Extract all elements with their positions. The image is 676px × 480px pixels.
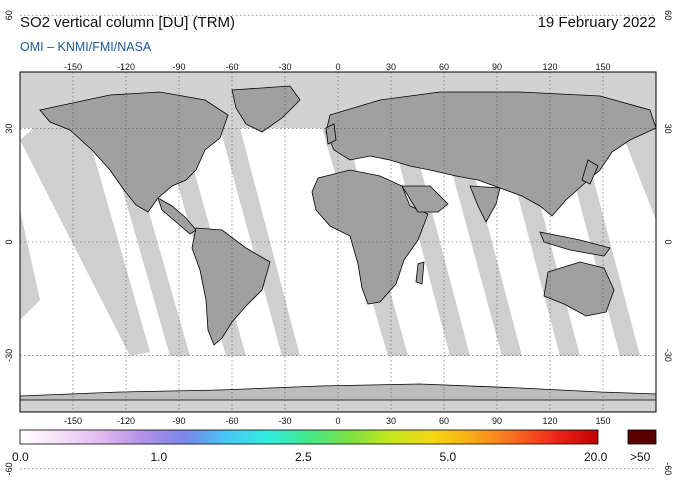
lon-tick-label: 90	[492, 62, 502, 72]
lat-tick-label: 30	[663, 124, 673, 134]
swath-gap	[20, 210, 40, 320]
india	[469, 185, 501, 223]
lat-tick-label: -30	[663, 349, 673, 362]
lat-tick-label: -60	[663, 462, 673, 475]
lon-tick-label: 90	[492, 416, 502, 426]
lat-tick-label: 60	[663, 10, 673, 20]
land	[19, 85, 657, 401]
lon-tick-label: -90	[172, 416, 185, 426]
right-latitude-labels: 60 30 0 -30 -60	[663, 10, 673, 475]
graticule	[20, 14, 656, 470]
colorbar-overflow-label: >50	[630, 450, 651, 464]
colorbar-tick-label: 2.5	[295, 450, 312, 464]
swath-gap	[390, 128, 470, 356]
lon-tick-label: 120	[542, 62, 557, 72]
map-title: SO2 vertical column [DU] (TRM)	[20, 14, 236, 31]
lat-tick-label: 0	[4, 239, 14, 244]
british-isles	[325, 123, 337, 145]
lon-tick-label: -90	[172, 62, 185, 72]
colorbar-tick-label: 1.0	[150, 450, 168, 464]
colorbar-tick-label: 0.0	[12, 450, 29, 464]
left-latitude-labels: 60 30 0 -30 -60	[4, 10, 14, 475]
lat-tick-label: -60	[4, 462, 14, 475]
top-longitude-labels: -150 -120 -90 -60 -30 0 30 60 90 120 150	[64, 62, 611, 72]
lat-tick-label: 60	[4, 10, 14, 20]
lat-tick-label: 30	[4, 124, 14, 134]
south-america	[191, 227, 271, 346]
lon-tick-label: 150	[595, 416, 610, 426]
lon-tick-label: -30	[278, 62, 291, 72]
lon-tick-label: -60	[225, 416, 238, 426]
lon-tick-label: 120	[542, 416, 557, 426]
map-frame	[19, 71, 657, 413]
lon-tick-label: -150	[64, 62, 82, 72]
credit-line: OMI – KNMI/FMI/NASA	[20, 40, 152, 54]
colorbar-overflow-swatch	[627, 429, 657, 445]
lon-tick-label: 60	[439, 416, 449, 426]
colorbar-tick-label: 20.0	[584, 450, 608, 464]
eurasia	[325, 91, 657, 217]
lon-tick-label: -120	[117, 416, 135, 426]
greenland	[231, 85, 301, 133]
swath-gap	[620, 128, 656, 220]
australia	[543, 261, 615, 317]
lon-tick-label: 30	[386, 62, 396, 72]
colorbar-tick-label: 5.0	[439, 450, 457, 464]
lon-tick-label: 60	[439, 62, 449, 72]
north-america	[39, 91, 229, 213]
lon-tick-label: 150	[595, 62, 610, 72]
lon-tick-label: 30	[386, 416, 396, 426]
lon-tick-label: -60	[225, 62, 238, 72]
japan	[581, 159, 599, 185]
arabia	[401, 185, 449, 213]
lon-tick-label: -150	[64, 416, 82, 426]
madagascar	[415, 261, 425, 285]
lat-tick-label: -30	[4, 349, 14, 362]
lat-tick-label: 0	[663, 239, 673, 244]
lon-tick-label: -30	[278, 416, 291, 426]
lon-tick-label: 0	[335, 62, 340, 72]
colorbar	[19, 429, 599, 445]
central-america	[157, 197, 197, 235]
bottom-longitude-labels: -150 -120 -90 -60 -30 0 30 60 90 120 150	[64, 416, 611, 426]
lon-tick-label: 0	[335, 416, 340, 426]
map-date: 19 February 2022	[537, 14, 656, 31]
lon-tick-label: -120	[117, 62, 135, 72]
africa	[311, 169, 429, 305]
